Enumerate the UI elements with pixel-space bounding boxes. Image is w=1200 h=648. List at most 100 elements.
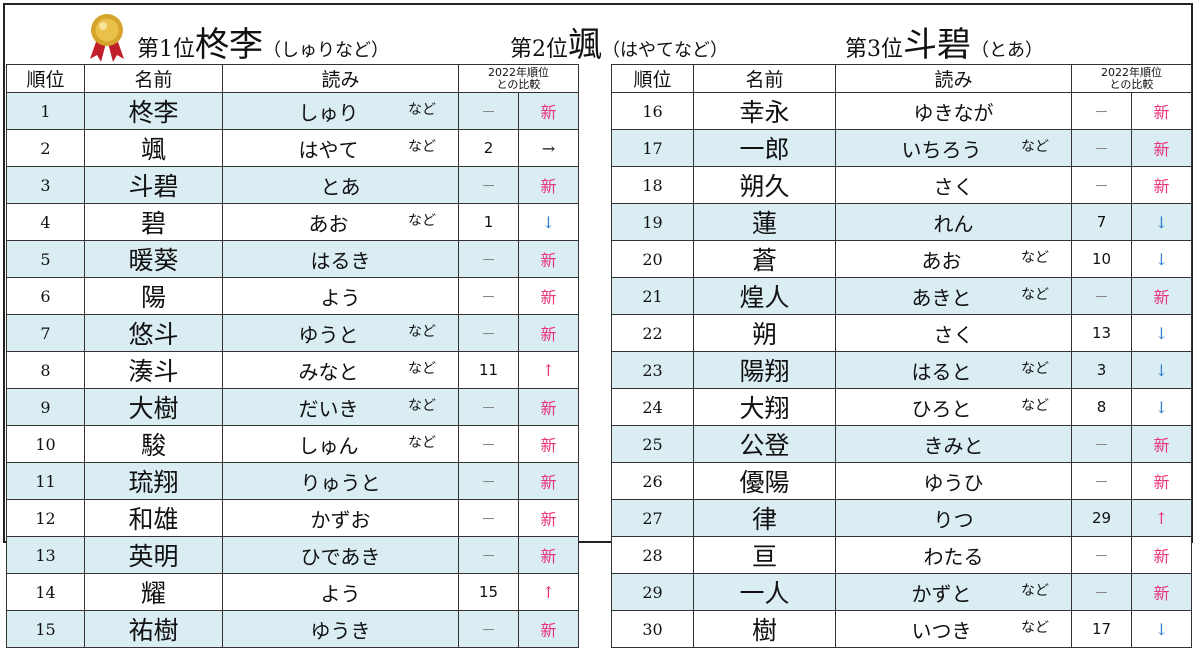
name-cell: 蒼 xyxy=(693,240,836,278)
reading-text: しゅん xyxy=(298,433,359,458)
rank-cell: 14 xyxy=(6,573,85,611)
nado-suffix: など xyxy=(1021,250,1049,266)
reading-text: わたる xyxy=(923,544,984,569)
movement-cell: 新 xyxy=(518,462,579,500)
first-place-label: 第1位 xyxy=(137,37,195,62)
reading-cell: りつ xyxy=(835,499,1072,537)
reading-text: よう xyxy=(320,285,361,310)
movement-cell: ↓ xyxy=(1131,240,1192,278)
movement-cell: 新 xyxy=(1131,166,1192,204)
new-entry-badge: 新 xyxy=(540,103,557,122)
rank-cell: 19 xyxy=(611,203,694,241)
table-row: 23 陽翔 はると など 3 ↓ xyxy=(611,351,1192,389)
new-entry-badge: 新 xyxy=(1153,177,1170,196)
name-cell: 柊李 xyxy=(84,92,223,130)
nado-suffix: など xyxy=(1021,139,1049,155)
movement-cell: 新 xyxy=(518,536,579,574)
rank-cell: 5 xyxy=(6,240,85,278)
reading-cell: とあ xyxy=(222,166,459,204)
compare-column-header: 2022年順位 との比較 xyxy=(458,64,579,93)
movement-cell: 新 xyxy=(1131,536,1192,574)
name-cell: 英明 xyxy=(84,536,223,574)
nado-suffix: など xyxy=(408,398,436,414)
reading-text: あお xyxy=(921,248,962,273)
name-cell: 祐樹 xyxy=(84,610,223,648)
reading-text: かずお xyxy=(310,507,371,532)
movement-cell: ↓ xyxy=(1131,203,1192,241)
reading-text: りゅうと xyxy=(300,470,381,495)
rank-cell: 26 xyxy=(611,462,694,500)
nado-suffix: など xyxy=(1021,361,1049,377)
reading-cell: あきと など xyxy=(835,277,1072,315)
movement-cell: ↓ xyxy=(518,203,579,241)
rank-cell: 18 xyxy=(611,166,694,204)
movement-cell: 新 xyxy=(1131,92,1192,130)
table-row: 8 湊斗 みなと など 11 ↑ xyxy=(6,351,579,389)
reading-text: ひろと xyxy=(911,396,972,421)
nado-suffix: など xyxy=(408,139,436,155)
movement-cell: 新 xyxy=(518,277,579,315)
previous-rank-cell: 13 xyxy=(1071,314,1132,352)
reading-cell: はるき xyxy=(222,240,459,278)
rank-down-arrow-icon: ↓ xyxy=(1154,397,1169,417)
reading-text: あお xyxy=(308,211,349,236)
top-three-header: 第1位柊李（しゅりなど） 第2位颯（はやてなど） 第3位斗碧（とあ） xyxy=(5,5,1195,65)
rank-column-header: 順位 xyxy=(6,64,85,93)
table-row: 16 幸永 ゆきなが － 新 xyxy=(611,92,1192,130)
table-row: 12 和雄 かずお － 新 xyxy=(6,499,579,537)
reading-text: りつ xyxy=(933,507,974,532)
table-row: 2 颯はやて など 2 → xyxy=(6,129,579,167)
reading-text: だいき xyxy=(298,396,359,421)
table-row: 3 斗碧 とあ － 新 xyxy=(6,166,579,204)
name-cell: 亘 xyxy=(693,536,836,574)
gold-medal-icon xyxy=(90,14,124,62)
table-row: 1 柊李 しゅり など － 新 xyxy=(6,92,579,130)
rank-cell: 15 xyxy=(6,610,85,648)
name-cell: 一郎 xyxy=(693,129,836,167)
name-cell: 朔久 xyxy=(693,166,836,204)
rank-cell: 10 xyxy=(6,425,85,463)
name-cell: 幸永 xyxy=(693,92,836,130)
rank-cell: 24 xyxy=(611,388,694,426)
new-entry-badge: 新 xyxy=(540,399,557,418)
nado-suffix: など xyxy=(1021,398,1049,414)
rank-column-header: 順位 xyxy=(611,64,694,93)
new-entry-badge: 新 xyxy=(540,177,557,196)
reading-cell: よう xyxy=(222,573,459,611)
previous-rank-cell: － xyxy=(458,314,519,352)
reading-cell: みなと など xyxy=(222,351,459,389)
rank-same-arrow-icon: → xyxy=(541,138,556,158)
name-cell: 優陽 xyxy=(693,462,836,500)
third-place-reading: （とあ） xyxy=(971,40,1043,61)
reading-column-header: 読み xyxy=(835,64,1072,93)
third-place-name: 斗碧 xyxy=(903,25,971,65)
reading-cell: あお など xyxy=(835,240,1072,278)
ranking-table-left: 順位 名前 読み 2022年順位 との比較 1 柊李 しゅり など－新 2 颯はやて など 2 →… xyxy=(6,64,579,648)
new-entry-badge: 新 xyxy=(1153,584,1170,603)
reading-cell: いちろう など xyxy=(835,129,1072,167)
movement-cell: 新 xyxy=(1131,573,1192,611)
table-row: 14 耀 よう 15 ↑ xyxy=(6,573,579,611)
rank-cell: 27 xyxy=(611,499,694,537)
reading-text: はるき xyxy=(310,248,371,273)
reading-cell: さく xyxy=(835,314,1072,352)
reading-text: さく xyxy=(933,174,974,199)
nado-suffix: など xyxy=(408,435,436,451)
table-row: 30 樹 いつき など 17 ↓ xyxy=(611,610,1192,648)
previous-rank-cell: － xyxy=(458,240,519,278)
reading-cell: ゆうと など xyxy=(222,314,459,352)
nado-suffix: など xyxy=(408,324,436,340)
table-row: 11 琉翔 りゅうと － 新 xyxy=(6,462,579,500)
reading-cell: かずお xyxy=(222,499,459,537)
compare-header-line1: 2022年順位 xyxy=(1101,65,1162,79)
rank-cell: 23 xyxy=(611,351,694,389)
name-cell: 樹 xyxy=(693,610,836,648)
rank-down-arrow-icon: ↓ xyxy=(541,212,556,232)
movement-cell: ↑ xyxy=(518,573,579,611)
compare-column-header: 2022年順位 との比較 xyxy=(1071,64,1192,93)
new-entry-badge: 新 xyxy=(540,473,557,492)
new-entry-badge: 新 xyxy=(1153,436,1170,455)
name-cell: 悠斗 xyxy=(84,314,223,352)
first-place-name: 柊李 xyxy=(195,25,263,65)
table-row: 6 陽 よう － 新 xyxy=(6,277,579,315)
